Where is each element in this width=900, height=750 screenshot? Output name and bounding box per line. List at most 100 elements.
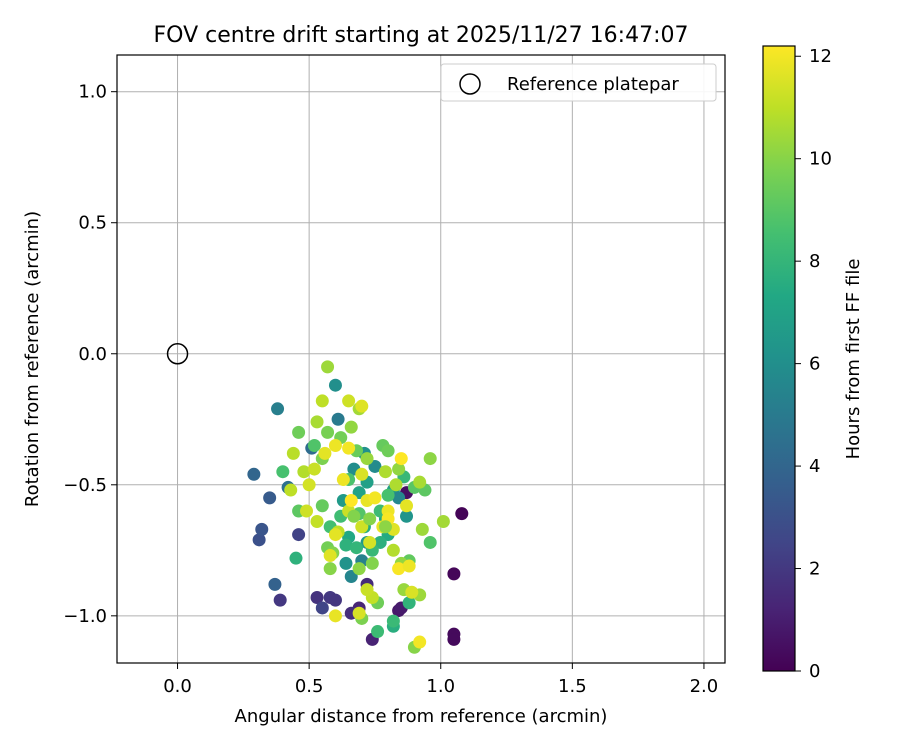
scatter-point	[352, 606, 366, 620]
scatter-point	[284, 483, 298, 497]
scatter-point	[342, 441, 356, 455]
scatter-point	[355, 467, 369, 481]
scatter-point	[268, 577, 282, 591]
scatter-points	[247, 360, 469, 654]
x-tick-label: 0.0	[163, 676, 192, 697]
scatter-point	[310, 415, 324, 429]
scatter-point	[315, 394, 329, 408]
colorbar-tick-label: 4	[809, 456, 820, 477]
scatter-point	[352, 562, 366, 576]
scatter-point	[392, 562, 406, 576]
scatter-point	[436, 514, 450, 528]
scatter-point	[352, 486, 366, 500]
scatter-point	[252, 533, 266, 547]
legend-entry-reference: Reference platepar	[507, 74, 679, 95]
x-tick-label: 2.0	[690, 676, 719, 697]
scatter-point	[400, 509, 414, 523]
colorbar-tick-label: 0	[809, 661, 820, 682]
scatter-point	[413, 635, 427, 649]
scatter-point	[273, 593, 287, 607]
plot-frame	[116, 54, 726, 664]
scatter-point	[355, 399, 369, 413]
y-tick-label: 0.5	[78, 213, 107, 234]
scatter-point	[447, 632, 461, 646]
colorbar-label: Hours from first FF file	[843, 259, 864, 460]
scatter-point	[315, 499, 329, 513]
legend: Reference platepar	[440, 63, 717, 102]
legend-box	[440, 63, 717, 102]
scatter-point	[368, 459, 382, 473]
scatter-point	[350, 541, 364, 555]
scatter-point	[392, 462, 406, 476]
scatter-point	[378, 520, 392, 534]
scatter-point	[415, 522, 429, 536]
x-tick-label: 1.0	[426, 676, 455, 697]
scatter-point	[378, 465, 392, 479]
x-tick-label: 1.5	[558, 676, 587, 697]
scatter-point	[310, 590, 324, 604]
scatter-point	[339, 556, 353, 570]
y-tick-label: −1.0	[63, 606, 107, 627]
scatter-point	[394, 452, 408, 466]
scatter-point	[323, 562, 337, 576]
scatter-point	[413, 475, 427, 489]
scatter-point	[328, 593, 342, 607]
scatter-point	[405, 585, 419, 599]
reference-marker	[166, 343, 189, 365]
scatter-point	[310, 514, 324, 528]
colorbar-tick-label: 8	[809, 251, 820, 272]
y-tick-label: −0.5	[63, 475, 107, 496]
scatter-point	[307, 462, 321, 476]
scatter-point	[402, 559, 416, 573]
scatter-point	[360, 583, 374, 597]
grid	[117, 55, 725, 663]
y-axis-ticks: 1.0 0.5 0.0 −0.5 −1.0	[63, 82, 117, 627]
scatter-point	[386, 614, 400, 628]
scatter-point	[286, 446, 300, 460]
scatter-point	[255, 522, 269, 536]
scatter-point	[423, 535, 437, 549]
scatter-point	[371, 625, 385, 639]
scatter-point	[368, 491, 382, 505]
colorbar-tick-label: 12	[809, 46, 832, 67]
scatter-point	[307, 438, 321, 452]
scatter-point	[347, 509, 361, 523]
colorbar-tick-label: 6	[809, 354, 820, 375]
scatter-point	[389, 478, 403, 492]
scatter-point	[336, 473, 350, 487]
scatter-point	[342, 394, 356, 408]
colorbar: 0 2 4 6 8 10 12 Hours from first FF file	[762, 45, 864, 682]
scatter-point	[373, 535, 387, 549]
scatter-point	[276, 465, 290, 479]
scatter-point	[447, 567, 461, 581]
y-tick-label: 1.0	[78, 82, 107, 103]
colorbar-frame	[762, 45, 796, 672]
scatter-point	[402, 596, 416, 610]
scatter-point	[392, 491, 406, 505]
legend-marker-icon	[459, 73, 481, 95]
scatter-point	[344, 494, 358, 508]
scatter-point	[331, 412, 345, 426]
x-axis-label: Angular distance from reference (arcmin)	[235, 706, 608, 727]
scatter-point	[386, 543, 400, 557]
scatter-point	[355, 520, 369, 534]
scatter-point	[323, 549, 337, 563]
scatter-point	[328, 378, 342, 392]
colorbar-tick-label: 10	[809, 149, 832, 170]
scatter-point	[381, 444, 395, 458]
colorbar-ticks: 0 2 4 6 8 10 12	[795, 46, 832, 682]
scatter-point	[300, 504, 314, 518]
scatter-point	[328, 438, 342, 452]
scatter-point	[455, 507, 469, 521]
scatter-point	[344, 420, 358, 434]
scatter-point	[292, 425, 306, 439]
scatter-point	[292, 528, 306, 542]
colorbar-gradient	[763, 46, 795, 671]
scatter-point	[318, 446, 332, 460]
scatter-point	[344, 570, 358, 584]
scatter-point	[400, 499, 414, 513]
scatter-point	[289, 551, 303, 565]
scatter-point	[271, 402, 285, 416]
scatter-point	[321, 360, 335, 374]
